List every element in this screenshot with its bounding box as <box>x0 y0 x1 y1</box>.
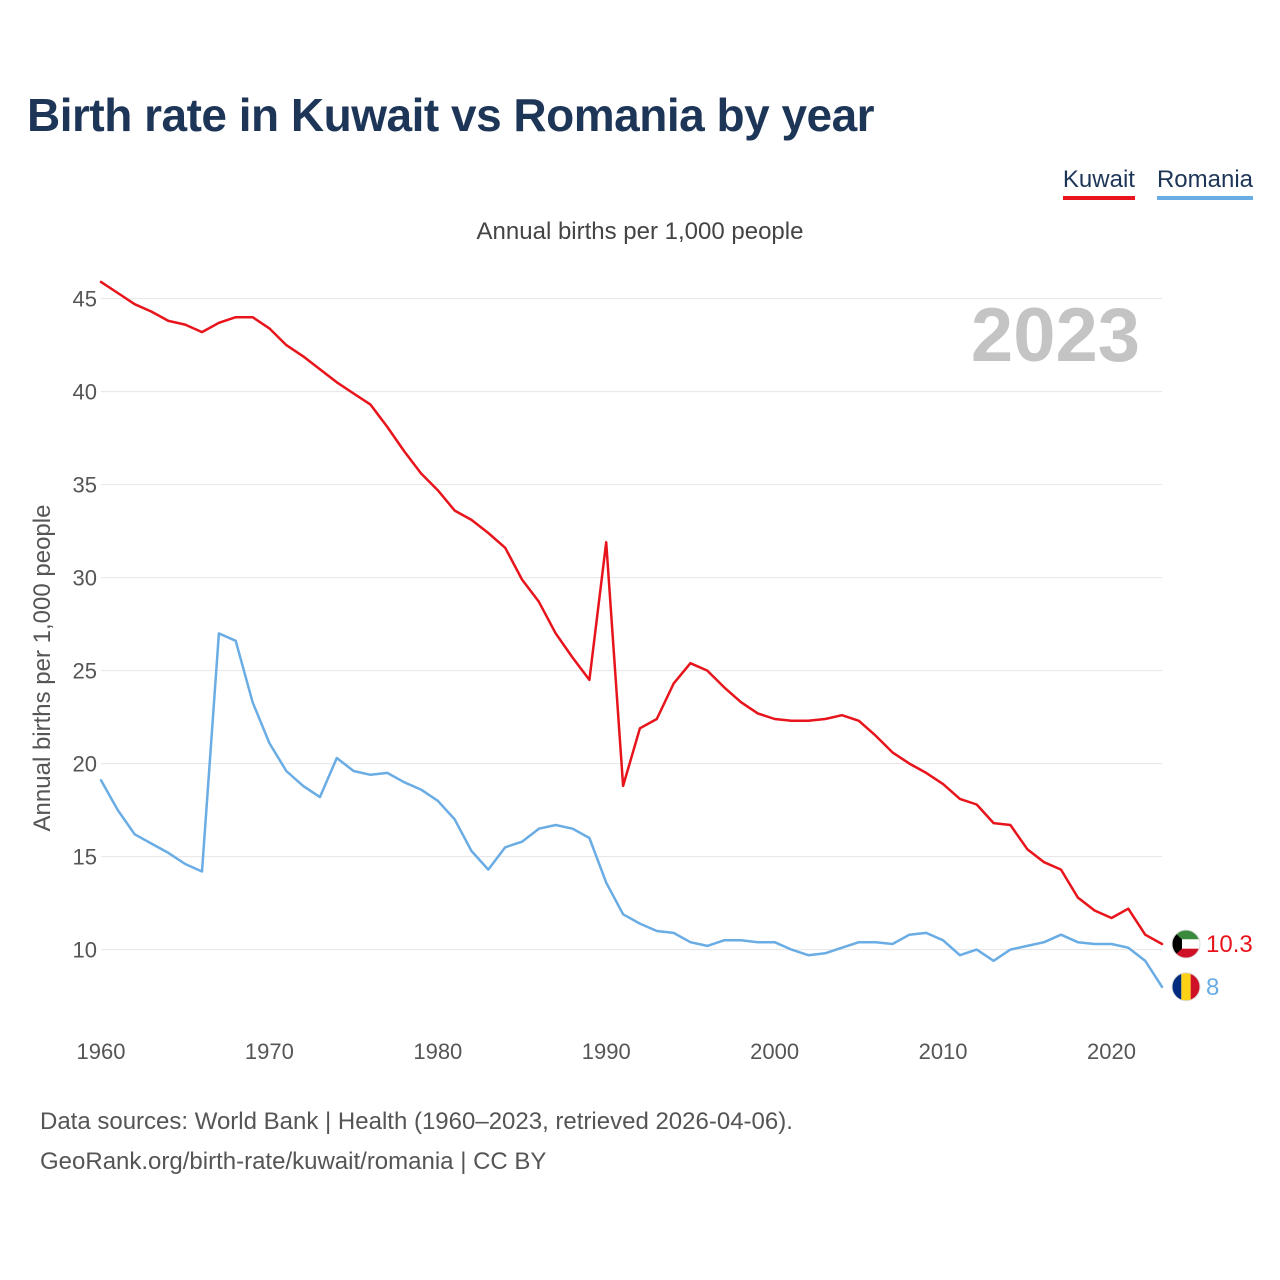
legend-item-kuwait[interactable]: Kuwait <box>1062 166 1135 200</box>
flag-trapezoid-black <box>1172 930 1182 959</box>
y-tick-label-35: 35 <box>73 473 97 498</box>
legend: Kuwait Romania <box>1062 166 1253 200</box>
series-line-kuwait <box>99 280 1164 946</box>
y-tick-label-45: 45 <box>73 287 97 312</box>
flag-stripe-blue <box>1172 972 1182 1001</box>
flag-stripe-green <box>1172 930 1200 940</box>
x-tick-label-1980: 1980 <box>413 1039 462 1064</box>
y-tick-label-20: 20 <box>73 752 97 777</box>
end-value-label-kuwait: 10.3 <box>1206 931 1253 958</box>
legend-item-romania[interactable]: Romania <box>1156 166 1253 200</box>
x-tick-label-1970: 1970 <box>245 1039 294 1064</box>
source-link[interactable]: GeoRank.org/birth-rate/kuwait/romania | … <box>40 1148 547 1175</box>
flag-border <box>1171 972 1201 1002</box>
flag-stripe-white <box>1172 939 1200 949</box>
x-tick-label-1960: 1960 <box>77 1039 126 1064</box>
romania-flag-icon <box>1172 972 1200 1001</box>
y-tick-label-40: 40 <box>73 380 97 405</box>
flag-border <box>1171 929 1201 959</box>
x-tick-label-2020: 2020 <box>1087 1039 1136 1064</box>
chart-title: Birth rate in Kuwait vs Romania by year <box>27 89 875 141</box>
flag-stripe-yellow <box>1181 972 1191 1001</box>
y-tick-label-10: 10 <box>73 938 97 963</box>
flag-stripe-red <box>1172 948 1200 959</box>
x-tick-label-2010: 2010 <box>919 1039 968 1064</box>
y-tick-label-30: 30 <box>73 566 97 591</box>
data-source-note: Data sources: World Bank | Health (1960–… <box>40 1108 793 1135</box>
x-tick-label-1990: 1990 <box>582 1039 631 1064</box>
kuwait-flag-icon <box>1172 930 1200 959</box>
flag-stripe-red <box>1190 972 1200 1001</box>
y-tick-label-25: 25 <box>73 659 97 684</box>
series-line-romania <box>99 632 1164 989</box>
y-axis-label: Annual births per 1,000 people <box>29 505 56 832</box>
year-watermark: 2023 <box>971 293 1140 378</box>
y-tick-label-15: 15 <box>73 845 97 870</box>
chart-subtitle: Annual births per 1,000 people <box>476 218 804 245</box>
x-tick-label-2000: 2000 <box>750 1039 799 1064</box>
end-value-label-romania: 8 <box>1206 974 1219 1001</box>
